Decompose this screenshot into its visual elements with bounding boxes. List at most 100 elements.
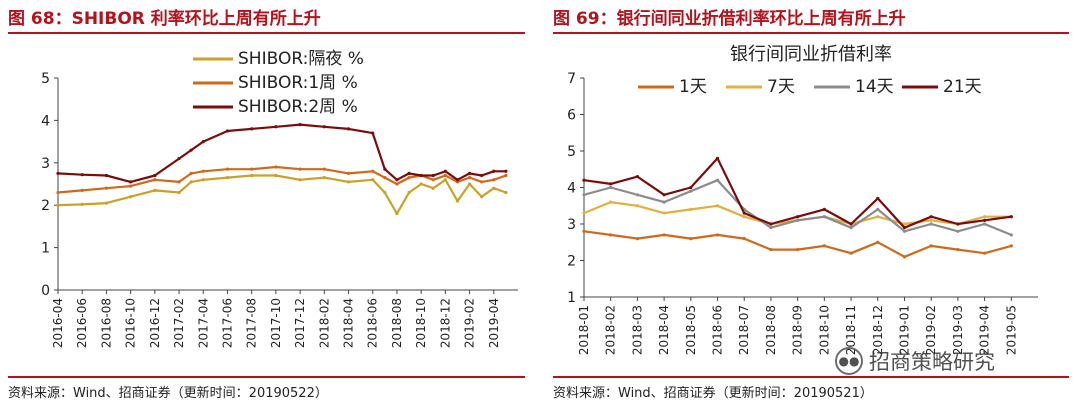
- data-point: [582, 229, 586, 233]
- data-point: [298, 167, 302, 171]
- data-point: [582, 178, 586, 182]
- data-point: [635, 193, 640, 197]
- series-line-3: [583, 179, 1012, 236]
- data-point: [492, 178, 496, 182]
- data-point: [902, 255, 907, 259]
- y-tick-label: 1: [41, 241, 50, 257]
- data-point: [635, 204, 640, 208]
- y-tick-label: 2: [41, 198, 50, 214]
- data-point: [383, 167, 387, 171]
- y-tick-label: 6: [567, 108, 576, 124]
- x-tick-label: 2018-02: [317, 298, 331, 348]
- data-point: [796, 218, 800, 222]
- x-tick-label: 2019-03: [951, 305, 965, 355]
- data-point: [742, 211, 746, 215]
- data-point: [662, 233, 666, 237]
- data-point: [153, 188, 157, 192]
- data-point: [796, 247, 800, 252]
- data-point: [742, 215, 746, 219]
- data-point: [371, 131, 375, 135]
- data-point: [467, 182, 472, 186]
- x-tick-label: 2016-06: [75, 298, 89, 348]
- x-tick-label: 2016-10: [124, 298, 138, 348]
- data-point: [876, 196, 880, 201]
- data-point: [322, 125, 326, 129]
- data-point: [480, 173, 484, 178]
- data-point: [322, 176, 326, 180]
- data-point: [104, 173, 109, 178]
- data-point: [322, 167, 326, 171]
- x-tick-label: 2018-03: [630, 305, 644, 355]
- data-point: [796, 215, 800, 219]
- data-point: [609, 233, 613, 237]
- data-point: [104, 201, 109, 205]
- data-point: [80, 173, 84, 177]
- data-point: [201, 140, 205, 144]
- x-tick-label: 2018-05: [684, 305, 698, 355]
- legend-label-1: SHIBOR:隔夜 %: [238, 49, 364, 69]
- y-tick-label: 5: [567, 144, 576, 160]
- y-tick-label: 4: [41, 113, 50, 129]
- x-tick-label: 2018-10: [817, 305, 831, 355]
- data-point: [876, 215, 880, 219]
- y-tick-label: 4: [567, 181, 576, 197]
- data-point: [443, 169, 447, 173]
- right-source-note: 资料来源：Wind、招商证券（更新时间：20190521）: [553, 386, 873, 401]
- data-point: [769, 247, 773, 252]
- legend-label-2: 7天: [767, 77, 795, 97]
- data-point: [407, 190, 411, 195]
- data-point: [80, 188, 84, 192]
- data-point: [419, 182, 423, 186]
- data-point: [662, 193, 666, 197]
- legend-label-4: 21天: [943, 77, 982, 97]
- data-point: [769, 226, 773, 230]
- x-tick-label: 2016-12: [148, 298, 162, 348]
- data-point: [1009, 233, 1013, 237]
- data-point: [395, 212, 399, 216]
- data-point: [982, 222, 987, 226]
- data-point: [346, 171, 351, 175]
- x-tick-label: 2017-10: [269, 298, 283, 348]
- data-point: [129, 180, 133, 184]
- x-tick-label: 2018-12: [871, 305, 885, 355]
- data-point: [492, 186, 496, 190]
- data-point: [346, 180, 351, 184]
- right-chart: 1 2 3 4 5 6 7 2018-01 2018-02 2018-03 2018-04 2018-…: [567, 44, 1038, 355]
- data-point: [201, 178, 205, 182]
- data-point: [177, 190, 181, 195]
- data-point: [298, 123, 302, 127]
- chart-title: 银行间同业折借利率: [730, 44, 892, 65]
- data-point: [371, 178, 375, 182]
- left-figure-title: 图 68：SHIBOR 利率环比上周有所上升: [8, 9, 321, 29]
- data-point: [407, 171, 411, 175]
- data-point: [177, 180, 181, 184]
- data-point: [902, 229, 907, 233]
- data-point: [383, 176, 387, 180]
- series-line-2: [57, 165, 507, 194]
- x-tick-label: 2017-04: [196, 298, 210, 348]
- x-tick-label: 2018-12: [438, 298, 452, 348]
- data-point: [274, 173, 278, 178]
- data-point: [504, 173, 508, 178]
- data-point: [250, 167, 254, 171]
- data-point: [274, 125, 278, 129]
- data-point: [455, 178, 460, 182]
- x-tick-label: 2018-10: [414, 298, 428, 348]
- data-point: [582, 193, 586, 197]
- data-point: [153, 173, 157, 178]
- data-point: [225, 167, 230, 171]
- data-point: [250, 173, 254, 178]
- data-point: [982, 251, 987, 255]
- data-point: [876, 240, 880, 244]
- data-point: [480, 180, 484, 184]
- data-point: [407, 176, 411, 180]
- data-point: [609, 185, 613, 190]
- data-point: [662, 211, 666, 215]
- data-point: [177, 156, 181, 161]
- data-point: [129, 184, 133, 188]
- data-point: [956, 247, 960, 252]
- data-point: [504, 190, 508, 195]
- data-point: [822, 215, 826, 219]
- data-point: [153, 178, 157, 182]
- series-line-1: [583, 230, 1012, 258]
